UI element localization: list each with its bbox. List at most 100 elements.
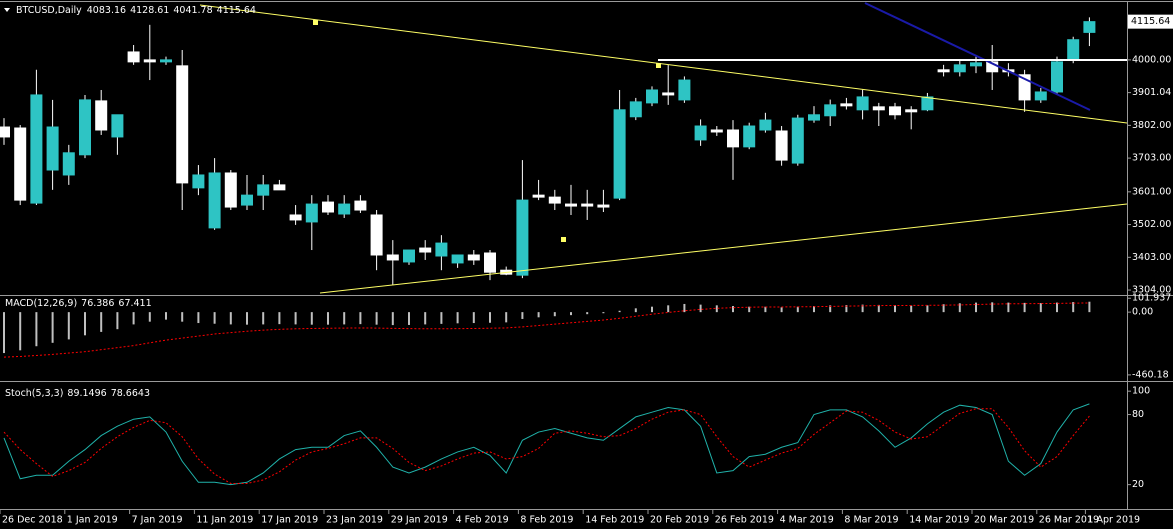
candle-body [435,242,448,257]
candle-body [224,172,237,208]
x-tick-label: 17 Jan 2019 [261,515,318,526]
candle-body [0,126,10,138]
signal-value: 78.6643 [111,388,150,399]
candle-body [111,114,124,138]
candle-body [662,92,675,96]
price-label-box [1128,14,1173,29]
candle-body [694,125,707,141]
candle-body [467,254,480,261]
close-value: 4115.64 [217,5,256,16]
candle-body [824,104,837,117]
candle-body [176,65,189,184]
signal-line [3,408,1090,484]
trendline [319,203,1128,294]
chart-header: BTCUSD,Daily 4083.16 4128.61 4041.78 4115.64 [16,5,256,16]
candle-body [62,152,75,176]
stoch-header: Stoch(5,3,3) 89.1496 78.6643 [5,388,150,399]
y-tick-label: 0.00 [1132,307,1153,318]
anchor-point [656,63,661,68]
open-value: 4083.16 [87,5,126,16]
candle-body [727,129,739,148]
candle-body [1083,21,1096,33]
macd-value: 76.386 [81,298,114,309]
candle-body [1018,74,1031,101]
macd-header: MACD(12,26,9) 76.386 67.411 [5,298,152,309]
x-tick-label: 20 Mar 2019 [974,515,1034,526]
candle-body [856,96,869,111]
y-tick-label: 101.937 [1132,293,1171,304]
x-tick-label: 7 Jan 2019 [132,515,183,526]
candle-body [95,100,108,131]
candle-body [905,109,918,113]
y-tick-label: 20 [1132,479,1144,490]
candle-body [354,200,367,211]
candle-body [581,203,594,207]
candle-body [937,69,950,73]
trendline [864,2,1091,111]
y-tick-label: 3601.00 [1132,186,1171,197]
symbol: BTCUSD,Daily [16,5,82,16]
candle-body [1067,39,1080,61]
x-tick-label: 14 Feb 2019 [585,515,644,526]
candle-body [241,194,253,206]
main-line [3,403,1090,486]
candle-body [889,106,901,116]
y-tick-label: -460.18 [1132,369,1169,380]
candle-body [613,109,626,199]
candle-body [257,184,270,196]
candle-body [192,174,205,189]
candle-body [791,117,804,164]
y-tick-label: 3901.04 [1132,87,1171,98]
candle-body [419,247,432,253]
x-tick-label: 29 Jan 2019 [391,515,448,526]
anchor-point [313,20,318,25]
candle-body [1034,91,1047,101]
signal-line [3,302,1090,358]
candle-body [597,204,610,208]
x-tick-label: 26 Mar 2019 [1039,515,1099,526]
candle-body [775,130,788,161]
x-tick-label: 4 Feb 2019 [456,515,509,526]
y-tick-label: 4000.00 [1132,54,1171,65]
candle-body [322,201,334,213]
candle-body [403,249,415,263]
candle-body [30,94,43,204]
y-tick-label: 3502.00 [1132,219,1171,230]
candle-body [1051,61,1063,93]
candle-body [46,126,59,171]
y-tick-label: 3802.00 [1132,120,1171,131]
x-tick-label: 14 Mar 2019 [909,515,969,526]
indicator-name: Stoch(5,3,3) [5,388,63,399]
candle-body [953,64,966,73]
trendline [199,4,1128,124]
candle-body [808,114,820,121]
candle-body [759,119,772,131]
candle-body [370,214,383,256]
candle-body [143,59,156,63]
candle-body [629,101,642,118]
candle-body [289,214,302,221]
y-tick-label: 3304.00 [1132,285,1171,296]
y-tick-label: 80 [1132,409,1144,420]
x-tick-label: 1 Jan 2019 [67,515,118,526]
candle-body [386,254,399,261]
candle-body [565,203,577,207]
candle-body [338,203,351,215]
panel-frames [0,1,1173,510]
candle-body [548,196,561,204]
candle-body [208,172,221,229]
candle-body [305,203,318,223]
low-value: 4041.78 [173,5,212,16]
x-tick-label: 26 Feb 2019 [715,515,774,526]
y-tick-label: 3703.00 [1132,153,1171,164]
marks [0,17,1096,486]
x-tick-label: 8 Mar 2019 [844,515,898,526]
y-tick-label: 100 [1132,386,1150,397]
x-tick-label: 20 Feb 2019 [650,515,709,526]
candle-body [872,106,885,111]
x-tick-label: 8 Feb 2019 [520,515,573,526]
candle-body [921,96,934,111]
x-tick-label: 26 Dec 2018 [2,515,63,526]
